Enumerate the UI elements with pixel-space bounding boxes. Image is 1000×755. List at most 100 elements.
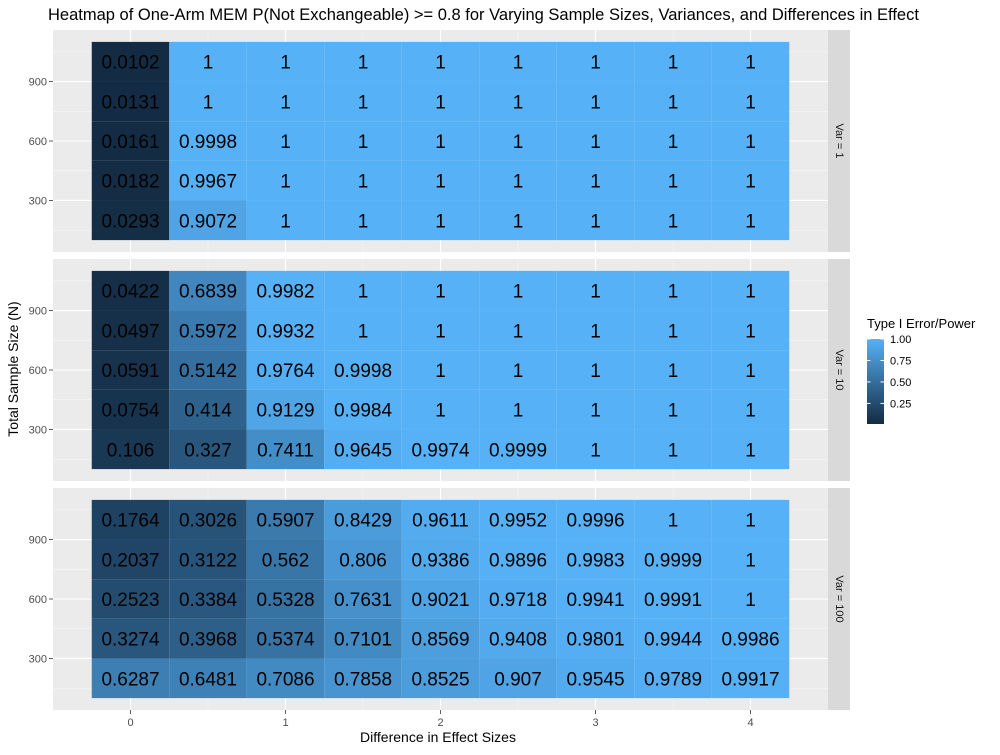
cell-value-label: 1 bbox=[513, 132, 524, 153]
heatmap-tile bbox=[91, 81, 170, 122]
cell-value-label: 1 bbox=[668, 92, 679, 113]
heatmap-tile bbox=[169, 270, 247, 311]
cell-value-label: 1 bbox=[590, 361, 601, 382]
heatmap-tile bbox=[634, 310, 712, 351]
heatmap-tile bbox=[634, 658, 712, 699]
heatmap-tile bbox=[246, 539, 325, 580]
heatmap-tile bbox=[401, 160, 480, 201]
heatmap-tile bbox=[91, 270, 170, 311]
cell-value-label: 1 bbox=[513, 172, 524, 193]
cell-value-label: 1 bbox=[358, 92, 369, 113]
cell-value-label: 1 bbox=[745, 401, 756, 422]
heatmap-tile bbox=[401, 618, 480, 659]
cell-value-label: 0.9917 bbox=[721, 669, 779, 690]
heatmap-tile bbox=[401, 200, 480, 241]
heatmap-tile bbox=[324, 579, 402, 619]
facet-strip bbox=[828, 488, 850, 710]
heatmap-tile bbox=[91, 429, 170, 470]
heatmap-tile bbox=[324, 270, 402, 311]
heatmap-tile bbox=[634, 270, 712, 311]
y-tick-label: 300 bbox=[29, 195, 47, 207]
heatmap-tile bbox=[91, 499, 170, 540]
heatmap-tile bbox=[711, 81, 790, 122]
x-tick-label: 2 bbox=[437, 717, 443, 729]
cell-value-label: 1 bbox=[358, 132, 369, 153]
heatmap-tile bbox=[711, 121, 790, 161]
heatmap-tile bbox=[401, 539, 480, 580]
cell-value-label: 0.106 bbox=[107, 440, 155, 461]
heatmap-tile bbox=[711, 499, 790, 540]
heatmap-tile bbox=[634, 160, 712, 201]
heatmap-tile bbox=[246, 310, 325, 351]
heatmap-tile bbox=[324, 499, 402, 540]
heatmap-tile bbox=[324, 200, 402, 241]
heatmap-tile bbox=[556, 499, 635, 540]
facet-strip bbox=[828, 30, 850, 252]
cell-value-label: 1 bbox=[203, 92, 214, 113]
heatmap-tile bbox=[479, 270, 557, 311]
heatmap-tile bbox=[324, 350, 402, 390]
cell-value-label: 1 bbox=[668, 132, 679, 153]
legend-tick-label: 0.50 bbox=[890, 377, 911, 389]
cell-value-label: 1 bbox=[668, 53, 679, 74]
heatmap-tile bbox=[634, 579, 712, 619]
y-tick-label: 300 bbox=[29, 424, 47, 436]
heatmap-tile bbox=[246, 270, 325, 311]
heatmap-tile bbox=[246, 160, 325, 201]
heatmap-tile bbox=[711, 270, 790, 311]
heatmap-tile bbox=[246, 658, 325, 699]
cell-value-label: 1 bbox=[513, 282, 524, 303]
heatmap-tile bbox=[556, 618, 635, 659]
cell-value-label: 0.6839 bbox=[179, 282, 237, 303]
cell-value-label: 0.9129 bbox=[256, 401, 314, 422]
x-axis-title: Difference in Effect Sizes bbox=[360, 729, 516, 745]
heatmap-tile bbox=[401, 579, 480, 619]
cell-value-label: 0.9986 bbox=[721, 630, 779, 651]
cell-value-label: 0.0754 bbox=[101, 401, 160, 422]
cell-value-label: 0.7101 bbox=[334, 630, 392, 651]
cell-value-label: 1 bbox=[590, 321, 601, 342]
cell-value-label: 0.806 bbox=[339, 550, 387, 571]
cell-value-label: 1 bbox=[745, 511, 756, 532]
cell-value-label: 0.2037 bbox=[101, 550, 159, 571]
heatmap-tile bbox=[169, 429, 247, 470]
cell-value-label: 1 bbox=[435, 92, 446, 113]
facet-panel: 0.1764 0.3026 0.5907 0.8429 0.9611 0.9952 0.99… bbox=[29, 488, 850, 710]
heatmap-tile bbox=[634, 618, 712, 659]
heatmap-tile bbox=[91, 200, 170, 241]
cell-value-label: 1 bbox=[513, 92, 524, 113]
heatmap-tile bbox=[634, 539, 712, 580]
heatmap-tile bbox=[711, 310, 790, 351]
cell-value-label: 1 bbox=[358, 321, 369, 342]
heatmap-tile bbox=[479, 310, 557, 351]
heatmap-tile bbox=[169, 200, 247, 241]
cell-value-label: 1 bbox=[590, 211, 601, 232]
facet-panels: 0.0102 1 1 1 1 1 1 1 1 0.0131 1 1 1 1 1 1 1 1 0.0161 0.9998… bbox=[29, 30, 850, 729]
cell-value-label: 1 bbox=[513, 321, 524, 342]
heatmap-tile bbox=[634, 200, 712, 241]
heatmap-tile bbox=[556, 160, 635, 201]
heatmap-tile bbox=[91, 389, 170, 430]
heatmap-tile bbox=[324, 618, 402, 659]
heatmap-tile bbox=[711, 160, 790, 201]
heatmap-tile bbox=[479, 160, 557, 201]
cell-value-label: 1 bbox=[668, 440, 679, 461]
heatmap-tile bbox=[246, 389, 325, 430]
heatmap-tile bbox=[91, 310, 170, 351]
cell-value-label: 1 bbox=[668, 211, 679, 232]
cell-value-label: 1 bbox=[435, 132, 446, 153]
heatmap-tile bbox=[324, 429, 402, 470]
cell-value-label: 1 bbox=[358, 282, 369, 303]
cell-value-label: 0.9996 bbox=[566, 511, 624, 532]
cell-value-label: 0.9896 bbox=[489, 550, 547, 571]
cell-value-label: 0.0293 bbox=[101, 211, 159, 232]
heatmap-tile bbox=[711, 389, 790, 430]
heatmap-tile bbox=[479, 658, 557, 699]
heatmap-tile bbox=[711, 539, 790, 580]
heatmap-tile bbox=[401, 658, 480, 699]
cell-value-label: 1 bbox=[358, 172, 369, 193]
heatmap-tile bbox=[324, 81, 402, 122]
x-tick-label: 0 bbox=[127, 717, 133, 729]
heatmap-tile bbox=[556, 121, 635, 161]
cell-value-label: 1 bbox=[358, 211, 369, 232]
